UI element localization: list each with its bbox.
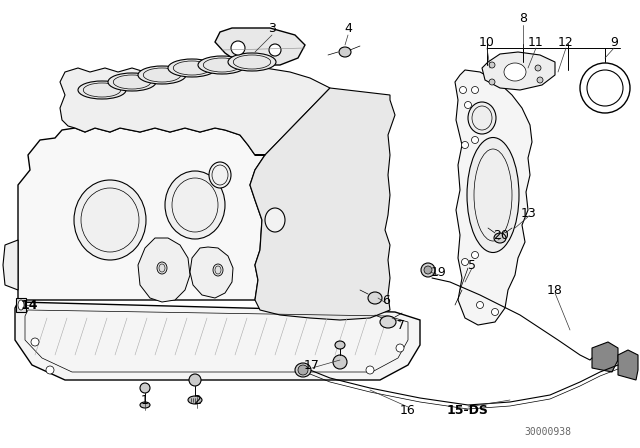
Polygon shape [190, 247, 233, 298]
Text: 30000938: 30000938 [525, 427, 572, 437]
Ellipse shape [209, 162, 231, 188]
Ellipse shape [339, 47, 351, 57]
Text: 3: 3 [268, 22, 276, 34]
Ellipse shape [472, 251, 479, 258]
Ellipse shape [298, 365, 308, 375]
Polygon shape [215, 28, 305, 65]
Ellipse shape [368, 292, 382, 304]
Ellipse shape [18, 300, 24, 310]
Ellipse shape [108, 73, 156, 91]
Polygon shape [60, 68, 330, 155]
Ellipse shape [396, 344, 404, 352]
Ellipse shape [31, 338, 39, 346]
Polygon shape [618, 350, 638, 380]
Text: 16: 16 [400, 404, 416, 417]
Ellipse shape [465, 102, 472, 108]
Ellipse shape [472, 86, 479, 94]
Ellipse shape [492, 309, 499, 315]
Ellipse shape [494, 233, 506, 243]
Ellipse shape [489, 79, 495, 85]
Polygon shape [3, 240, 18, 290]
Polygon shape [482, 52, 555, 90]
Text: 10: 10 [479, 35, 495, 48]
Ellipse shape [472, 137, 479, 143]
Ellipse shape [228, 53, 276, 71]
Text: 15-DS: 15-DS [447, 404, 489, 417]
Ellipse shape [138, 66, 186, 84]
Ellipse shape [461, 258, 468, 266]
Polygon shape [15, 302, 420, 380]
Ellipse shape [421, 263, 435, 277]
Text: 20: 20 [493, 228, 509, 241]
Ellipse shape [198, 56, 246, 74]
Ellipse shape [188, 396, 202, 404]
Text: 6: 6 [382, 293, 390, 306]
Polygon shape [16, 298, 26, 312]
Ellipse shape [265, 208, 285, 232]
Ellipse shape [335, 341, 345, 349]
Text: 1: 1 [141, 393, 149, 406]
Ellipse shape [140, 402, 150, 408]
Ellipse shape [165, 171, 225, 239]
Text: 7: 7 [397, 319, 405, 332]
Text: 13: 13 [521, 207, 537, 220]
Text: 4: 4 [344, 22, 352, 34]
Ellipse shape [231, 41, 245, 55]
Text: 17: 17 [304, 358, 320, 371]
Ellipse shape [295, 363, 311, 377]
Polygon shape [18, 128, 265, 300]
Ellipse shape [535, 65, 541, 71]
Text: 8: 8 [519, 12, 527, 25]
Ellipse shape [269, 44, 281, 56]
Ellipse shape [424, 266, 432, 274]
Text: 2: 2 [193, 393, 201, 406]
Ellipse shape [78, 81, 126, 99]
Text: 18: 18 [547, 284, 563, 297]
Text: 19: 19 [431, 266, 447, 279]
Ellipse shape [468, 102, 496, 134]
Ellipse shape [477, 302, 483, 309]
Ellipse shape [380, 316, 396, 328]
Ellipse shape [46, 366, 54, 374]
Ellipse shape [168, 59, 216, 77]
Polygon shape [592, 342, 618, 372]
Ellipse shape [189, 374, 201, 386]
Ellipse shape [467, 138, 519, 253]
Ellipse shape [74, 180, 146, 260]
Polygon shape [138, 238, 190, 302]
Ellipse shape [366, 366, 374, 374]
Text: 11: 11 [528, 35, 544, 48]
Text: 14: 14 [20, 298, 38, 311]
Text: 12: 12 [558, 35, 574, 48]
Ellipse shape [333, 355, 347, 369]
Ellipse shape [461, 142, 468, 148]
Polygon shape [455, 70, 532, 325]
Ellipse shape [504, 63, 526, 81]
Text: 5: 5 [468, 258, 476, 271]
Polygon shape [250, 88, 395, 320]
Ellipse shape [157, 262, 167, 274]
Ellipse shape [460, 86, 467, 94]
Text: 9: 9 [610, 35, 618, 48]
Ellipse shape [213, 264, 223, 276]
Ellipse shape [537, 77, 543, 83]
Ellipse shape [489, 62, 495, 68]
Ellipse shape [140, 383, 150, 393]
